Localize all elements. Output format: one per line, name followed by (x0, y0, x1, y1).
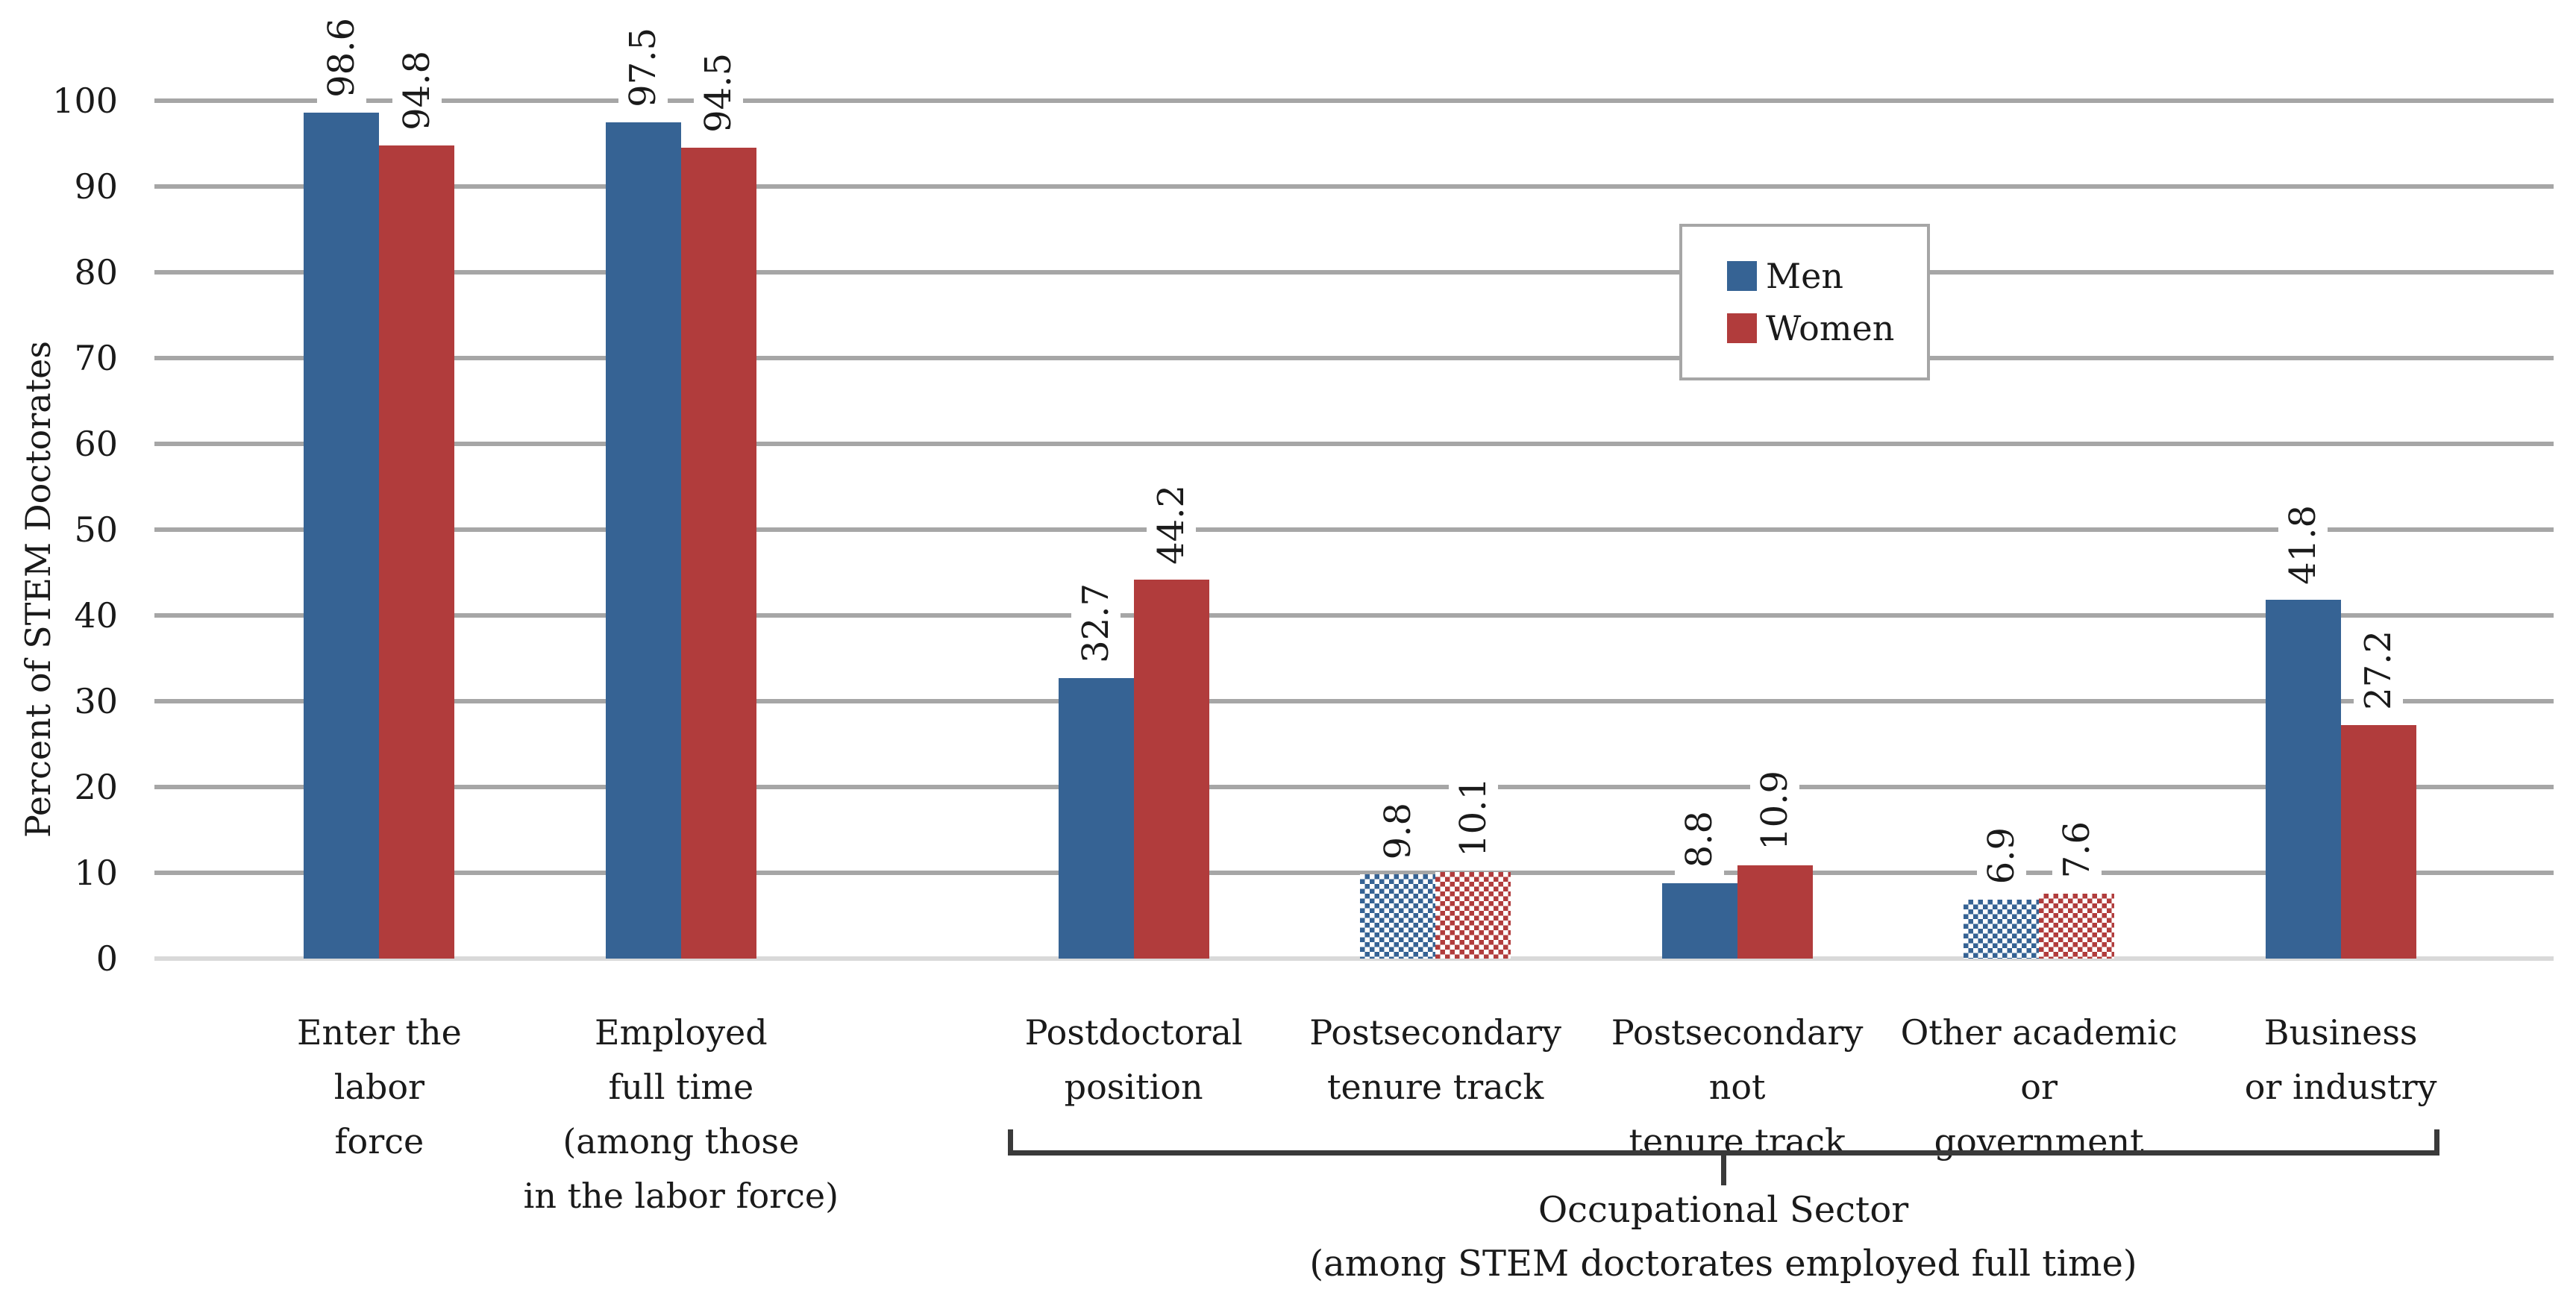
gridline-30 (154, 699, 2554, 703)
category-label-line: or (2020, 1067, 2058, 1107)
value-label-women-cat5: 7.6 (2052, 814, 2102, 886)
gridline-20 (154, 785, 2554, 789)
bar-women-cat1 (680, 148, 756, 959)
bracket-label-line1: Occupational Sector (1538, 1189, 1909, 1231)
y-tick-label-30: 30 (74, 681, 118, 721)
gridline-80 (154, 270, 2554, 275)
value-label-men-cat5: 6.9 (1976, 820, 2026, 892)
category-label-cat2: Postdoctoral position (962, 1006, 1306, 1114)
gridline-0 (154, 956, 2554, 961)
y-tick-label-10: 10 (74, 853, 118, 893)
category-label-line: position (1064, 1067, 1203, 1107)
category-label-line: Postdoctoral (1024, 1012, 1243, 1053)
category-label-cat6: Business or industry (2169, 1006, 2513, 1114)
legend-swatch-women (1727, 313, 1757, 343)
y-tick-label-60: 60 (74, 424, 118, 464)
category-label-line: Other academic (1900, 1012, 2178, 1053)
category-label-line: or industry (2244, 1067, 2437, 1107)
y-tick-label-40: 40 (74, 595, 118, 636)
value-label-women-cat3: 10.1 (1448, 769, 1498, 865)
gridline-90 (154, 184, 2554, 189)
y-tick-label-90: 90 (74, 166, 118, 207)
value-label-women-cat2: 44.2 (1147, 477, 1197, 572)
category-label-line: full time (608, 1067, 754, 1107)
y-tick-label-80: 80 (74, 252, 118, 292)
y-tick-label-100: 100 (52, 81, 118, 121)
legend-label-men: Men (1766, 256, 1843, 296)
bar-men-cat6 (2265, 600, 2341, 959)
category-label-line: Postsecondary (1611, 1012, 1864, 1053)
value-label-men-cat3: 9.8 (1373, 794, 1423, 868)
gridline-50 (154, 527, 2554, 532)
bracket-end-right (2434, 1129, 2439, 1155)
y-tick-label-20: 20 (74, 767, 118, 807)
value-label-women-cat4: 10.9 (1750, 762, 1800, 858)
legend-label-women: Women (1766, 308, 1895, 348)
category-label-line: government (1934, 1121, 2144, 1161)
category-label-line: force (334, 1121, 424, 1161)
category-label-cat3: Postsecondary tenure track (1264, 1006, 1607, 1114)
y-axis-title: Percent of STEM Doctorates (18, 341, 58, 838)
category-label-line: (among those (562, 1121, 800, 1161)
bar-women-cat3 (1435, 871, 1511, 959)
value-label-men-cat2: 32.7 (1071, 576, 1121, 671)
gridline-100 (154, 98, 2554, 103)
value-label-women-cat6: 27.2 (2354, 623, 2404, 718)
y-tick-label-70: 70 (74, 338, 118, 378)
bracket-center-tick (1721, 1156, 1726, 1185)
category-label-line: not (1708, 1067, 1766, 1107)
category-label-line: in the labor force) (523, 1176, 839, 1216)
bracket-line (1008, 1150, 2439, 1156)
category-label-cat5: Other academic or government (1867, 1006, 2210, 1169)
value-label-men-cat4: 8.8 (1675, 803, 1725, 876)
category-label-cat0: Enter the labor force (207, 1006, 551, 1169)
bar-men-cat2 (1058, 677, 1134, 959)
bar-women-cat6 (2340, 725, 2416, 959)
bracket-end-left (1008, 1129, 1013, 1155)
value-label-men-cat0: 98.6 (316, 10, 366, 106)
gridline-60 (154, 442, 2554, 446)
category-label-line: tenure track (1326, 1067, 1544, 1107)
category-label-line: Business (2263, 1012, 2418, 1053)
gridline-70 (154, 356, 2554, 360)
legend-swatch-men (1727, 261, 1757, 291)
value-label-men-cat6: 41.8 (2278, 498, 2328, 593)
bar-women-cat4 (1737, 865, 1813, 959)
bar-men-cat4 (1661, 882, 1737, 959)
category-label-cat1: Employed full time (among those in the labo… (510, 1006, 853, 1223)
category-label-cat4: Postsecondary not tenure track (1566, 1006, 1909, 1169)
bar-women-cat2 (1133, 579, 1209, 959)
category-label-line: labor (333, 1067, 425, 1107)
gridline-40 (154, 613, 2554, 618)
legend-item-men: Men (1727, 258, 1927, 294)
bar-women-cat0 (379, 145, 455, 959)
legend-item-women: Women (1727, 310, 1927, 346)
value-label-women-cat0: 94.8 (392, 43, 442, 138)
bar-women-cat5 (2039, 893, 2115, 959)
bar-men-cat1 (605, 122, 681, 959)
y-tick-label-0: 0 (95, 938, 118, 979)
category-label-line: Postsecondary (1309, 1012, 1561, 1053)
bar-men-cat3 (1360, 874, 1436, 959)
category-label-line: tenure track (1629, 1121, 1846, 1161)
bracket-label-line2: (among STEM doctorates employed full tim… (1309, 1243, 2137, 1285)
value-label-men-cat1: 97.5 (618, 19, 668, 115)
bar-men-cat5 (1964, 899, 2040, 959)
category-label-line: Employed (595, 1012, 768, 1053)
value-label-women-cat1: 94.5 (694, 46, 744, 141)
bar-men-cat0 (304, 113, 380, 959)
gridline-10 (154, 871, 2554, 875)
legend: Men Women (1679, 224, 1930, 380)
category-label-line: Enter the (296, 1012, 462, 1053)
y-tick-label-50: 50 (74, 510, 118, 550)
